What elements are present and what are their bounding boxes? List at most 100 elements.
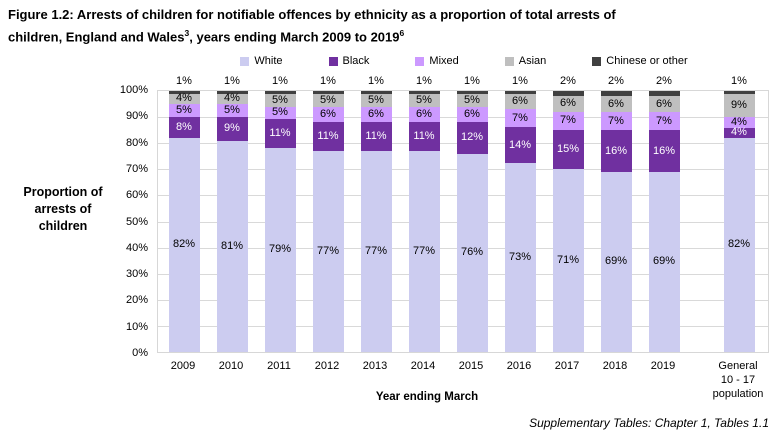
bar-slot: 1% 9% 4% 4% 82% — [714, 76, 764, 352]
plot-area: 1% 4% 5% 8% 82% 1% 4% 5% 9% 81% 1% 5% 5% 11% 79% 1% 5% 6%… — [157, 76, 769, 353]
x-tick-label-2009: 2009 — [170, 360, 196, 372]
segment-white: 69% — [648, 171, 680, 352]
legend-label: Mixed — [429, 55, 459, 67]
bar-slot: 2% 6% 7% 16% 69% — [640, 76, 688, 352]
x-tick-label-2012: 2012 — [314, 360, 340, 372]
segment-white: 71% — [552, 168, 584, 352]
legend-swatch-asian — [504, 56, 514, 66]
segment-asian: 6% — [600, 96, 632, 112]
segment-white: 76% — [456, 153, 488, 352]
bar-slot: 1% 5% 6% 11% 77% — [352, 76, 400, 352]
x-tick-label-2013: 2013 — [362, 360, 388, 372]
segment-black: 14% — [504, 127, 536, 164]
data-label-chinese-or-other: 1% — [731, 75, 747, 87]
data-label-black: 11% — [413, 130, 435, 143]
y-axis-ticks: 0% 10% 20% 30% 40% 50% 60% 70% 80% 90% 100% — [96, 84, 148, 359]
data-label-white: 71% — [556, 253, 580, 266]
data-label-asian: 5% — [416, 93, 432, 106]
segment-asian: 9% — [723, 93, 755, 118]
data-label-chinese-or-other: 1% — [464, 75, 480, 87]
bar-2015: 1% 5% 6% 12% 76% — [456, 76, 488, 352]
segment-white: 79% — [264, 147, 296, 352]
x-axis-ticks: 2009 2010 2011 2012 2013 2014 2015 2016 2017 2018… — [157, 359, 769, 401]
bar-slot: 2% 6% 7% 16% 69% — [592, 76, 640, 352]
segment-asian: 6% — [552, 96, 584, 112]
bar-2013: 1% 5% 6% 11% 77% — [360, 76, 392, 352]
bar-slot: 2% 6% 7% 15% 71% — [544, 76, 592, 352]
bar-2019: 2% 6% 7% 16% 69% — [648, 76, 680, 352]
legend-swatch-chinese-or-other — [592, 56, 602, 66]
y-tick-label: 30% — [125, 268, 148, 281]
data-label-mixed: 5% — [272, 106, 288, 119]
data-label-asian: 6% — [560, 97, 576, 110]
segment-white: 82% — [723, 137, 755, 352]
data-label-asian: 6% — [512, 94, 528, 107]
segment-white: 82% — [168, 137, 200, 352]
data-label-asian: 5% — [464, 93, 480, 106]
data-label-white: 73% — [508, 251, 532, 264]
data-label-chinese-or-other: 2% — [608, 75, 624, 87]
bar-slot: 1% 5% 6% 11% 77% — [304, 76, 352, 352]
x-tick-label-general-10-17-population: General 10 - 17 population — [712, 360, 764, 400]
x-tick-label-2016: 2016 — [506, 360, 532, 372]
legend-label: Black — [342, 55, 370, 67]
segment-mixed: 5% — [168, 104, 200, 118]
data-label-asian: 6% — [608, 97, 624, 110]
data-label-asian: 4% — [176, 92, 192, 105]
legend-swatch-mixed — [415, 56, 425, 66]
x-tick-label-2010: 2010 — [218, 360, 244, 372]
segment-mixed: 6% — [360, 106, 392, 123]
data-label-mixed: 7% — [656, 114, 672, 127]
data-label-chinese-or-other: 1% — [272, 75, 288, 87]
segment-black: 16% — [648, 130, 680, 172]
segment-black: 12% — [456, 122, 488, 154]
data-label-mixed: 7% — [512, 111, 528, 124]
segment-black: 11% — [408, 122, 440, 152]
x-tick-label-2017: 2017 — [554, 360, 580, 372]
segment-mixed: 4% — [723, 116, 755, 128]
y-tick-label: 80% — [125, 136, 148, 149]
data-label-chinese-or-other: 1% — [512, 75, 528, 87]
data-label-white: 81% — [220, 239, 244, 252]
footnote-ref-3: 3 — [184, 28, 190, 38]
figure-title-line2: children, England and Wales3, years endi… — [8, 28, 405, 45]
data-label-mixed: 6% — [320, 108, 336, 120]
data-label-black: 16% — [604, 144, 628, 157]
data-label-black: 8% — [176, 121, 192, 134]
segment-chinese-or-other — [552, 91, 584, 97]
segment-white: 77% — [408, 151, 440, 352]
figure-title-line1: Figure 1.2: Arrests of children for noti… — [8, 7, 616, 22]
data-label-asian: 6% — [656, 97, 672, 110]
bar-2018: 2% 6% 7% 16% 69% — [600, 76, 632, 352]
data-label-white: 77% — [316, 245, 340, 258]
data-label-white: 79% — [268, 243, 292, 256]
data-label-mixed: 6% — [416, 108, 432, 120]
segment-asian: 4% — [168, 92, 200, 105]
legend-item-white: White — [240, 55, 283, 67]
segment-black: 11% — [264, 119, 296, 148]
y-axis-title: Proportion of arrests of children — [23, 185, 103, 233]
data-label-white: 69% — [652, 255, 676, 268]
segment-asian: 4% — [216, 93, 248, 105]
y-tick-label: 50% — [125, 215, 148, 228]
data-label-mixed: 5% — [224, 104, 240, 117]
legend-swatch-white — [240, 56, 250, 66]
data-label-asian: 5% — [320, 93, 336, 106]
legend-label: White — [254, 55, 283, 67]
x-tick-label-2018: 2018 — [602, 360, 628, 372]
data-label-chinese-or-other: 2% — [560, 75, 576, 87]
bar-2014: 1% 5% 6% 11% 77% — [408, 76, 440, 352]
y-tick-label: 0% — [132, 347, 148, 359]
data-label-mixed: 6% — [368, 108, 384, 120]
bar-slot: 1% 5% 6% 12% 76% — [448, 76, 496, 352]
segment-mixed: 6% — [456, 106, 488, 123]
segment-chinese-or-other — [600, 91, 632, 97]
bar-slot: 1% 6% 7% 14% 73% — [496, 76, 544, 352]
segment-white: 73% — [504, 163, 536, 352]
data-label-white: 82% — [727, 238, 751, 251]
data-label-black: 14% — [508, 138, 532, 151]
segment-mixed: 5% — [216, 104, 248, 118]
data-label-black: 11% — [317, 130, 339, 143]
segment-mixed: 6% — [312, 106, 344, 123]
